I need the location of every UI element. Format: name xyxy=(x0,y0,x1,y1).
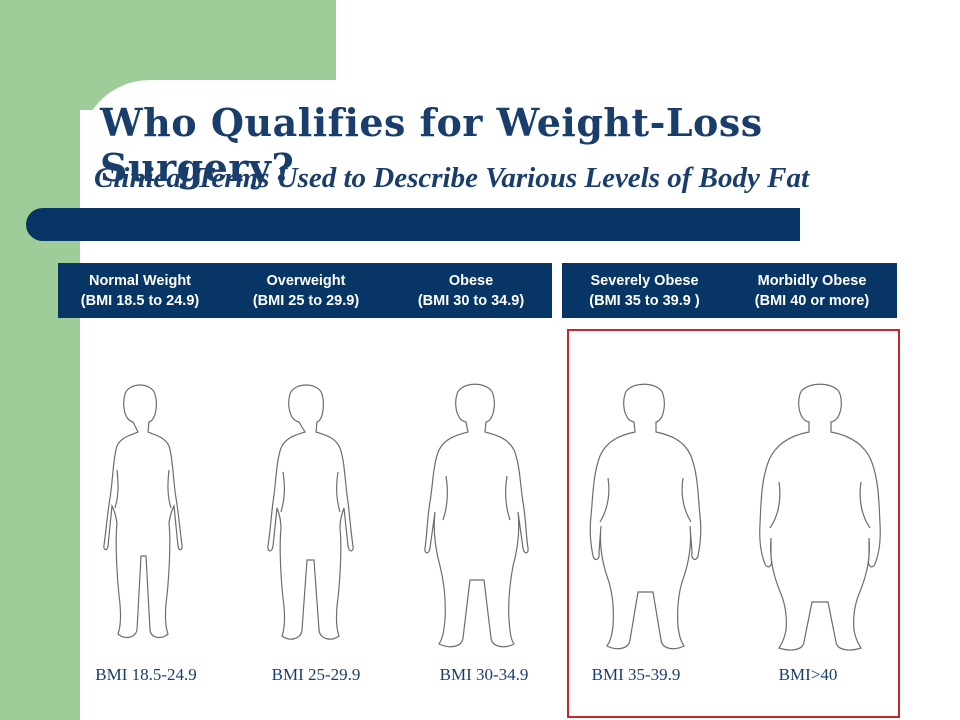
category-range: (BMI 35 to 39.9 ) xyxy=(589,292,700,309)
category-range: (BMI 25 to 29.9) xyxy=(252,292,360,309)
surgery-candidates-highlight-box xyxy=(567,329,900,718)
slide-title: Who Qualifies for Weight-Loss Surgery? xyxy=(100,100,763,190)
bmi-label-morbidly-obese: BMI>40 xyxy=(778,665,838,684)
rounded-content-corner xyxy=(80,80,380,220)
category-name: Obese xyxy=(448,272,494,289)
bmi-label-overweight: BMI 25-29.9 xyxy=(271,665,361,684)
category-range: (BMI 18.5 to 24.9) xyxy=(80,292,200,309)
category-bar-left: Normal Weight (BMI 18.5 to 24.9) Overwei… xyxy=(58,263,552,318)
category-morbidly-obese: Morbidly Obese (BMI 40 or more) xyxy=(727,271,897,311)
category-range: (BMI 30 to 34.9) xyxy=(417,292,525,309)
slide-subtitle: Clinical Terms Used to Describe Various … xyxy=(94,162,810,194)
morbidly-obese-body-outline-icon xyxy=(745,380,895,655)
severely-obese-body-outline-icon xyxy=(578,380,713,655)
obese-body-outline-icon xyxy=(414,380,539,655)
category-name: Normal Weight xyxy=(88,272,192,289)
category-name: Overweight xyxy=(266,272,346,289)
category-overweight: Overweight (BMI 25 to 29.9) xyxy=(222,271,390,311)
normal-weight-body-outline-icon xyxy=(93,380,193,650)
bmi-label-normal: BMI 18.5-24.9 xyxy=(95,665,197,684)
category-bar-right: Severely Obese (BMI 35 to 39.9 ) Morbidl… xyxy=(562,263,897,318)
category-name: Severely Obese xyxy=(590,272,699,289)
bmi-label-severely-obese: BMI 35-39.9 xyxy=(591,665,681,684)
bmi-label-obese: BMI 30-34.9 xyxy=(439,665,529,684)
category-obese: Obese (BMI 30 to 34.9) xyxy=(390,271,552,311)
header-bar xyxy=(66,208,800,241)
category-normal-weight: Normal Weight (BMI 18.5 to 24.9) xyxy=(58,271,222,311)
left-green-sidebar xyxy=(0,0,80,720)
category-severely-obese: Severely Obese (BMI 35 to 39.9 ) xyxy=(562,271,727,311)
overweight-body-outline-icon xyxy=(255,380,365,650)
category-name: Morbidly Obese xyxy=(757,272,867,289)
category-range: (BMI 40 or more) xyxy=(754,292,870,309)
